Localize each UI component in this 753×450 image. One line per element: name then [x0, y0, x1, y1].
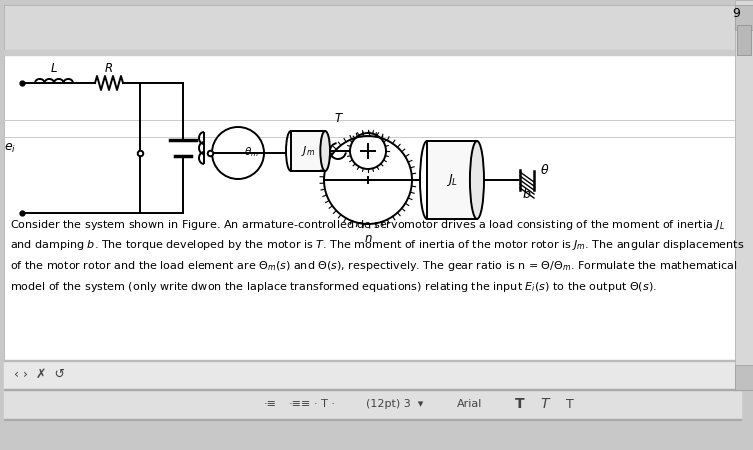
Bar [4, 389, 741, 390]
Bar [735, 365, 753, 390]
Bar [4, 390, 741, 420]
Text: $\theta$: $\theta$ [540, 163, 550, 177]
Bar [4, 50, 741, 55]
Text: T: T [334, 112, 342, 126]
Text: (12pt) 3  ▾: (12pt) 3 ▾ [366, 399, 424, 409]
Text: ·≡≡: ·≡≡ [289, 399, 311, 409]
Bar [4, 5, 741, 55]
Text: $J_m$: $J_m$ [301, 144, 315, 158]
Text: R: R [105, 63, 113, 76]
Bar [427, 141, 477, 219]
Text: T: T [515, 397, 525, 411]
Bar [4, 361, 741, 389]
Text: n: n [364, 231, 372, 244]
Text: · T ·: · T · [315, 399, 336, 409]
Bar [291, 131, 325, 171]
Text: ‹ ›  ✗  ↺: ‹ › ✗ ↺ [14, 368, 65, 381]
Bar [4, 360, 741, 361]
Bar [4, 419, 741, 420]
Bar [737, 25, 751, 55]
Text: $J_L$: $J_L$ [446, 172, 458, 188]
Ellipse shape [470, 141, 484, 219]
Bar [4, 55, 741, 390]
Bar [4, 389, 741, 390]
Text: Arial: Arial [457, 399, 483, 409]
Text: b: b [522, 188, 530, 201]
Bar [735, 0, 753, 390]
Text: T: T [566, 397, 574, 410]
Text: $\theta_m$: $\theta_m$ [244, 145, 259, 159]
Ellipse shape [320, 131, 330, 171]
Text: 9: 9 [732, 7, 740, 20]
Text: L: L [50, 63, 57, 76]
Bar [735, 5, 753, 30]
Text: ·≡: ·≡ [264, 399, 276, 409]
Text: Consider the system shown in Figure. An armature-controlled dc servomotor drives: Consider the system shown in Figure. An … [10, 218, 745, 293]
Circle shape [212, 127, 264, 179]
Text: T: T [541, 397, 549, 411]
Text: $e_i$: $e_i$ [4, 141, 16, 154]
